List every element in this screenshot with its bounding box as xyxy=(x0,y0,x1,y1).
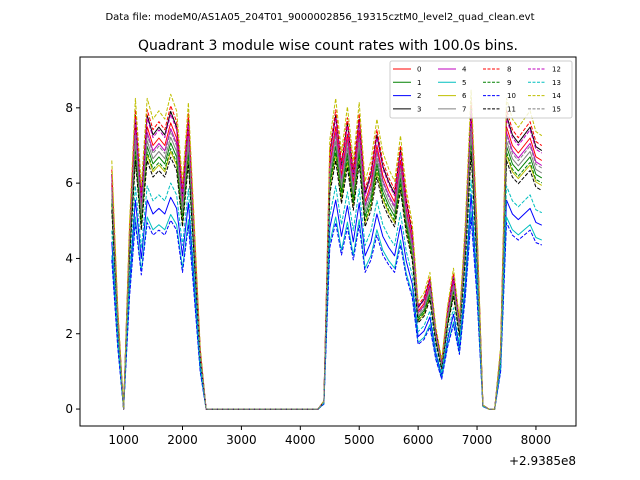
legend-label-9: 9 xyxy=(507,79,511,87)
legend-box xyxy=(389,60,573,119)
x-offset-label: +2.9385e8 xyxy=(509,454,576,468)
legend-label-5: 5 xyxy=(462,79,466,87)
legend-label-6: 6 xyxy=(462,92,467,100)
legend-label-4: 4 xyxy=(462,66,467,74)
series-layer xyxy=(111,89,543,410)
legend-label-13: 13 xyxy=(552,79,561,87)
y-tick-label: 6 xyxy=(65,176,73,190)
legend-label-0: 0 xyxy=(417,66,421,74)
plot-frame xyxy=(79,56,577,427)
x-tick-label: 8000 xyxy=(521,433,552,447)
x-tick-label: 3000 xyxy=(226,433,257,447)
x-tick-label: 1000 xyxy=(108,433,139,447)
legend-label-12: 12 xyxy=(552,66,561,74)
y-tick-label: 0 xyxy=(65,402,73,416)
legend-label-10: 10 xyxy=(507,92,516,100)
legend-label-3: 3 xyxy=(417,105,421,113)
y-axis: 0 2 4 6 8 xyxy=(65,101,80,416)
legend-label-11: 11 xyxy=(507,105,516,113)
y-tick-label: 4 xyxy=(65,251,73,265)
legend-label-7: 7 xyxy=(462,105,466,113)
legend-label-14: 14 xyxy=(552,92,561,100)
y-tick-label: 2 xyxy=(65,327,73,341)
x-tick-label: 4000 xyxy=(285,433,316,447)
x-axis: 1000 2000 3000 4000 5000 6000 7000 8000 xyxy=(108,426,551,447)
y-tick-label: 8 xyxy=(65,101,73,115)
x-tick-label: 2000 xyxy=(167,433,198,447)
legend-label-1: 1 xyxy=(417,79,421,87)
x-tick-label: 7000 xyxy=(462,433,493,447)
legend-label-15: 15 xyxy=(552,105,561,113)
series-line-15 xyxy=(111,127,543,410)
legend-label-8: 8 xyxy=(507,66,511,74)
x-tick-label: 5000 xyxy=(344,433,375,447)
series-line-13 xyxy=(111,179,543,410)
x-tick-label: 6000 xyxy=(403,433,434,447)
chart-title: Quadrant 3 module wise count rates with … xyxy=(138,38,518,54)
legend-label-2: 2 xyxy=(417,92,421,100)
series-line-10 xyxy=(111,217,542,410)
supertitle: Data file: modeM0/AS1A05_204T01_90000028… xyxy=(105,12,534,23)
